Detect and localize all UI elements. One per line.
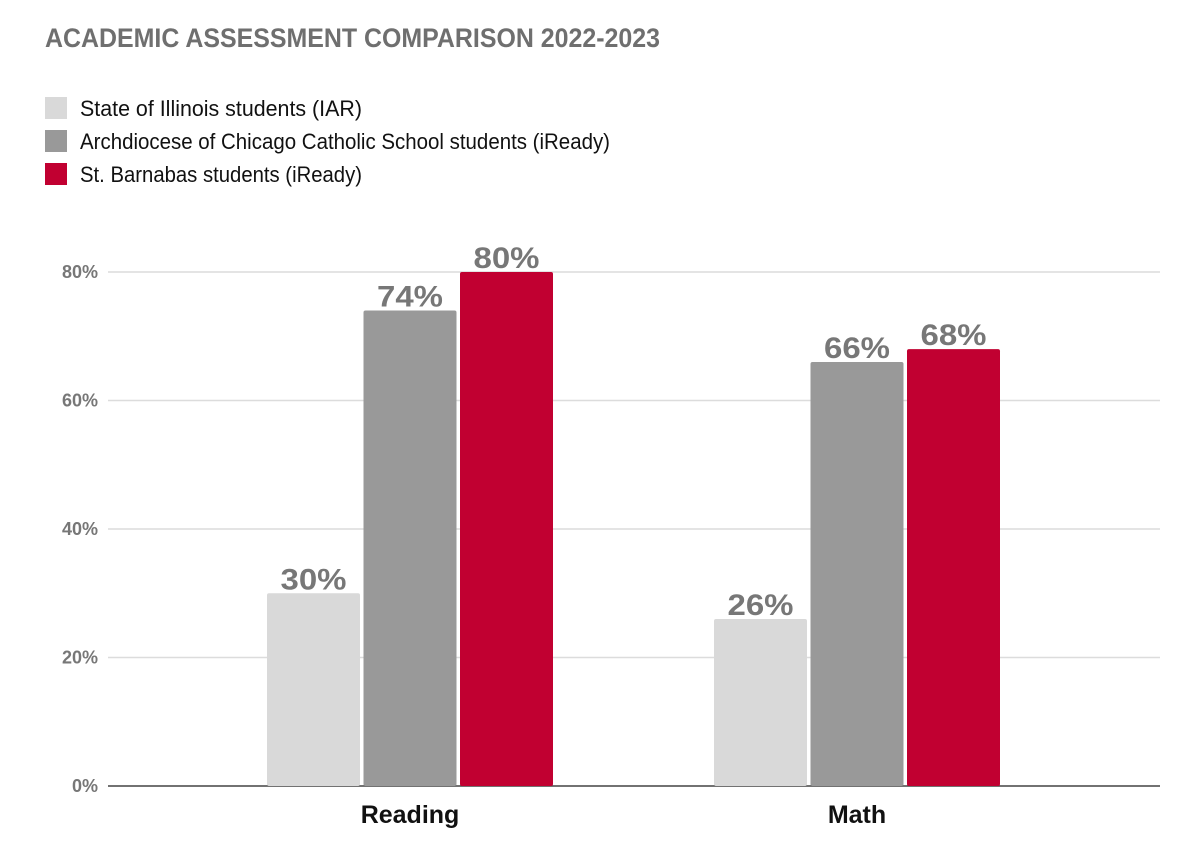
bar: [810, 361, 904, 786]
data-labels: 30% 74% 80% 26% 66% 68%: [281, 242, 987, 622]
x-axis: Reading Math: [361, 801, 886, 829]
bar: [714, 618, 807, 786]
data-label: 68%: [921, 319, 987, 352]
y-tick-label: 0%: [72, 776, 98, 796]
data-label: 74%: [377, 281, 443, 314]
chart-title: ACADEMIC ASSESSMENT COMPARISON 2022-2023: [45, 23, 660, 53]
y-tick-label: 40%: [62, 519, 98, 539]
legend-label: Archdiocese of Chicago Catholic School s…: [80, 129, 610, 154]
bars: [267, 272, 1000, 786]
legend-label: State of Illinois students (IAR): [80, 96, 362, 121]
data-label: 26%: [728, 589, 794, 622]
bar: [460, 272, 553, 786]
data-label: 30%: [281, 563, 347, 596]
data-label: 66%: [824, 332, 890, 365]
gridlines: [108, 271, 1160, 787]
y-tick-label: 80%: [62, 262, 98, 282]
data-label: 80%: [474, 242, 540, 275]
legend-swatch: [45, 163, 67, 185]
legend-label: St. Barnabas students (iReady): [80, 162, 362, 187]
bar: [907, 349, 1000, 786]
bar: [363, 310, 457, 786]
legend: State of Illinois students (IAR) Archdioc…: [45, 96, 610, 187]
x-tick-label: Math: [828, 801, 886, 829]
y-tick-label: 20%: [62, 648, 98, 668]
y-axis: 0% 20% 40% 60% 80%: [62, 262, 98, 796]
legend-swatch: [45, 130, 67, 152]
y-tick-label: 60%: [62, 391, 98, 411]
x-tick-label: Reading: [361, 801, 460, 829]
legend-swatch: [45, 97, 67, 119]
bar: [267, 593, 360, 786]
